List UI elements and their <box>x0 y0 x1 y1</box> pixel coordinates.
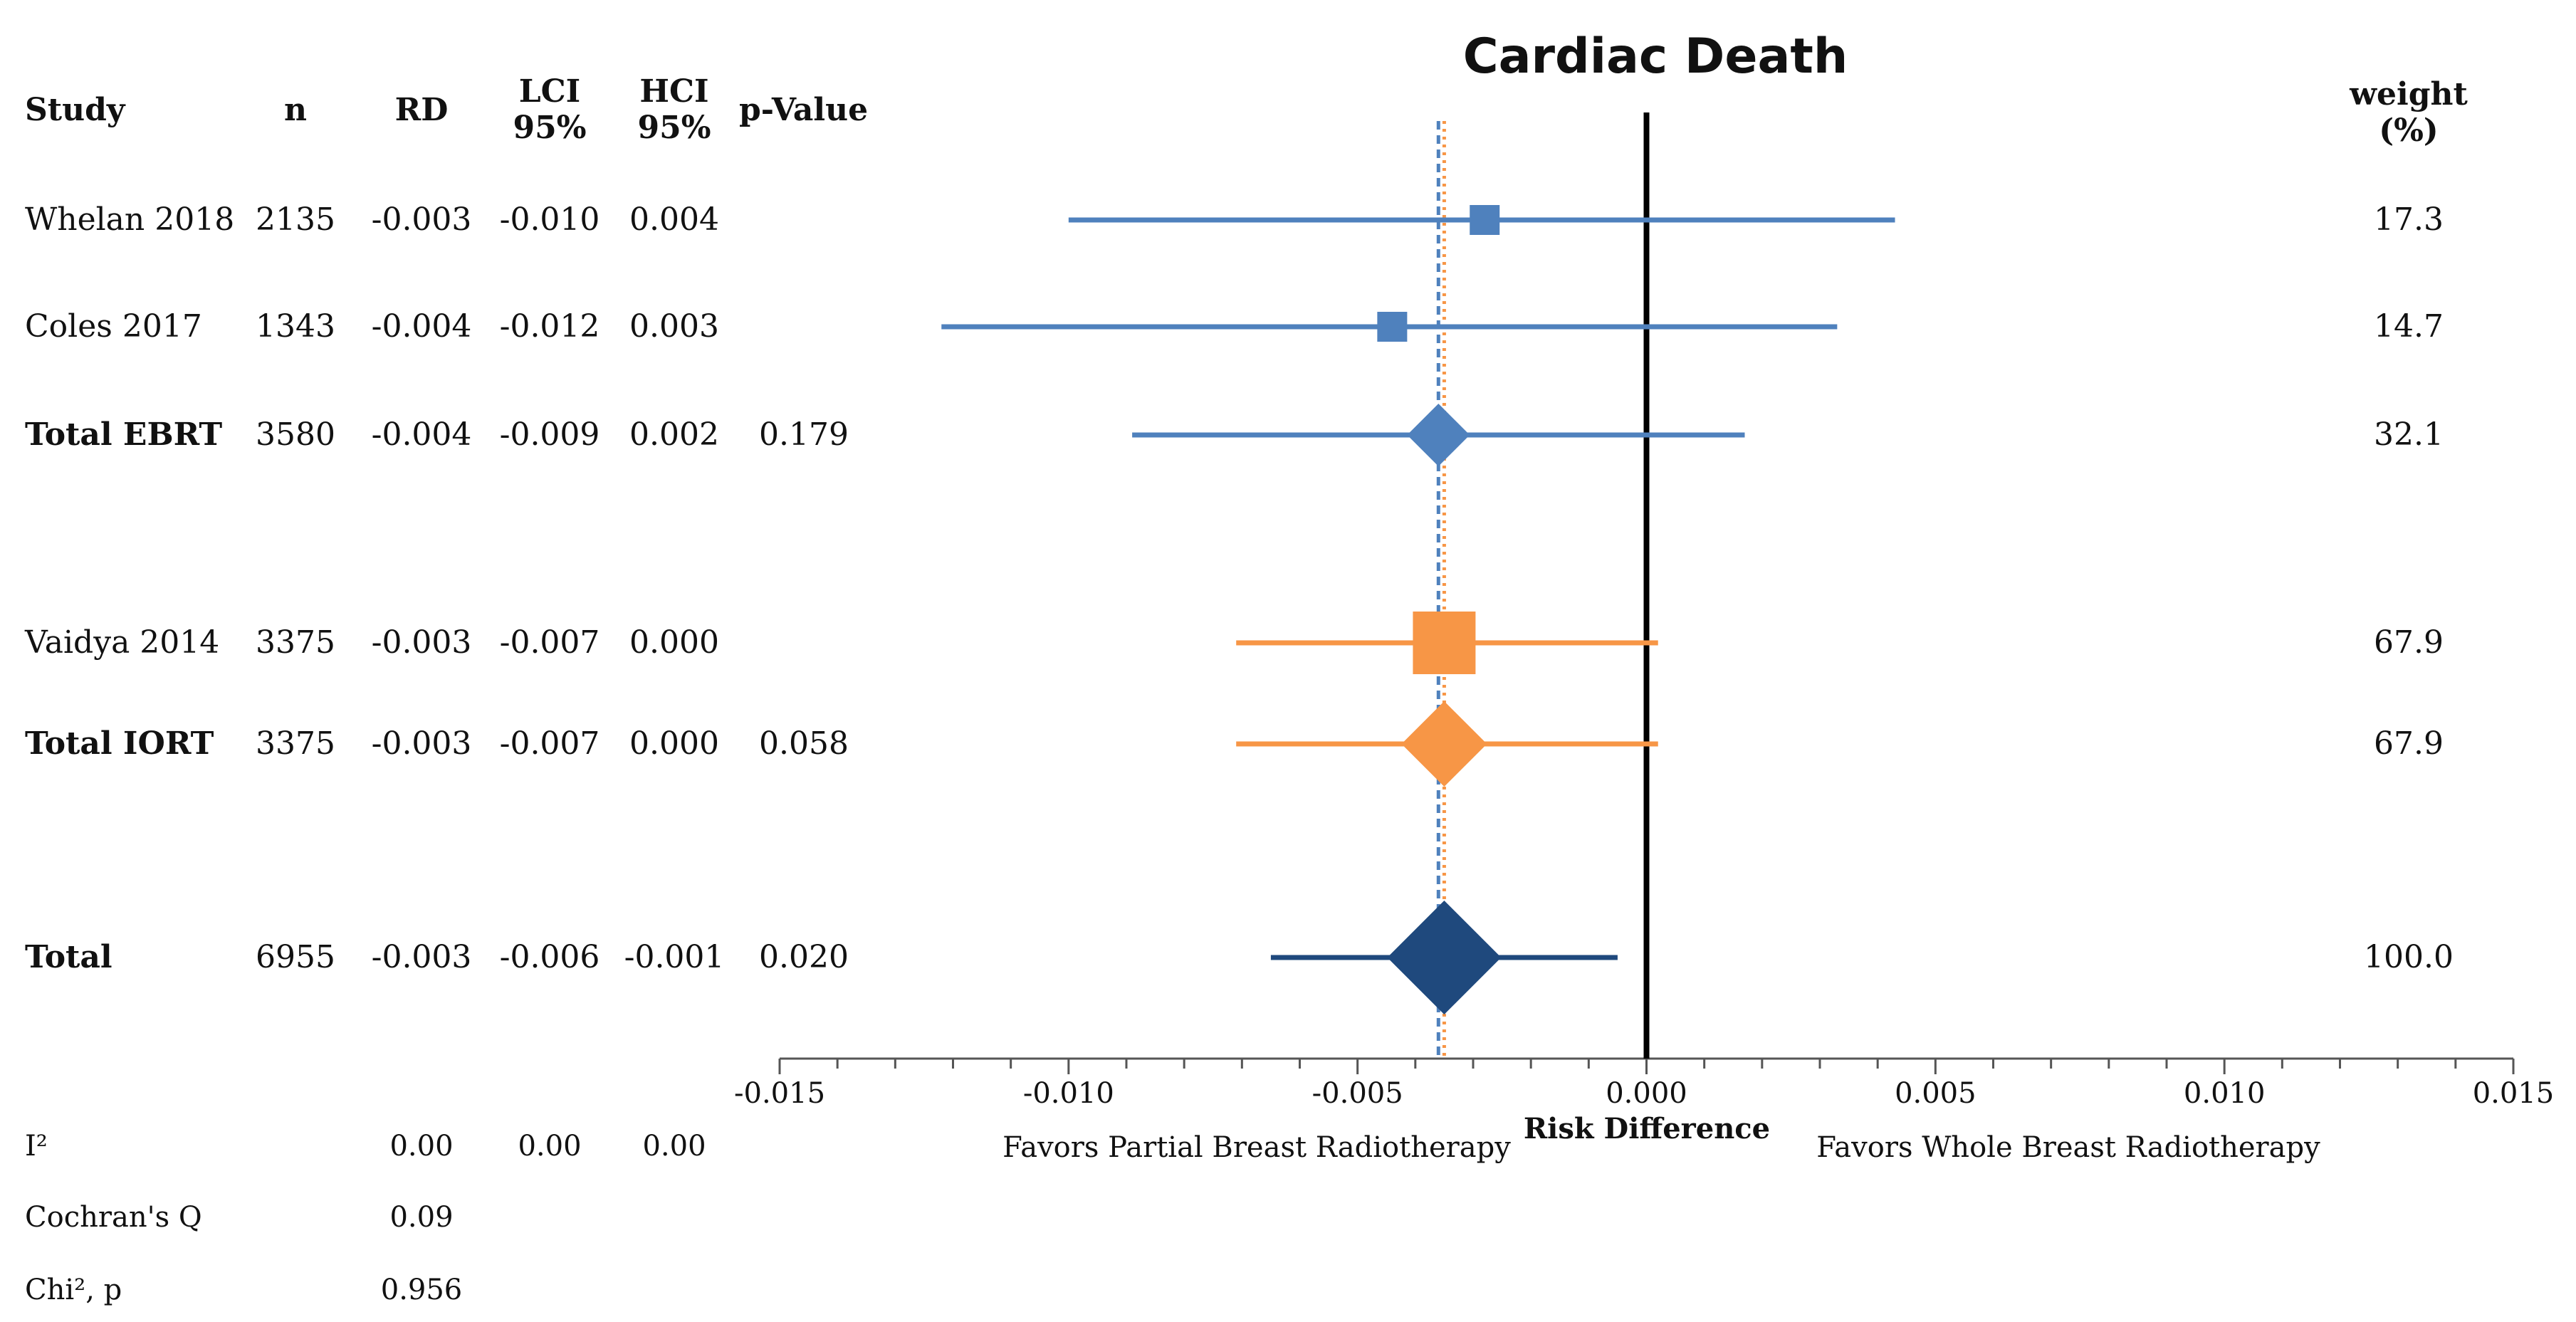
x-axis-label: Risk Difference <box>1523 1112 1771 1145</box>
row-rd-total-iort: -0.003 <box>371 725 472 762</box>
favors-whole-label: Favors Whole Breast Radiotherapy <box>1816 1131 2320 1164</box>
i2-value-hci: 0.00 <box>642 1130 706 1163</box>
point-estimate-whelan-2018 <box>1470 205 1500 235</box>
row-hci-whelan: 0.004 <box>629 201 719 238</box>
row-study-total-ebrt: Total EBRT <box>25 416 223 453</box>
x-tick-label: -0.010 <box>1023 1077 1114 1110</box>
i2-value-lci: 0.00 <box>518 1130 582 1163</box>
row-p-total-ebrt: 0.179 <box>759 416 849 453</box>
row-lci-total: -0.006 <box>499 939 600 975</box>
row-study-coles: Coles 2017 <box>25 308 202 345</box>
x-tick-label: 0.010 <box>2184 1077 2266 1110</box>
row-n-vaidya: 3375 <box>256 624 335 661</box>
row-hci-total-iort: 0.000 <box>629 725 719 762</box>
row-lci-whelan: -0.010 <box>499 201 600 238</box>
row-rd-whelan: -0.003 <box>371 201 472 238</box>
row-weight-coles: 14.7 <box>2374 308 2444 345</box>
row-n-whelan: 2135 <box>256 201 335 238</box>
row-weight-whelan: 17.3 <box>2374 201 2444 238</box>
row-study-total-iort: Total IORT <box>25 725 214 762</box>
header-hci: HCI 95% <box>637 73 711 146</box>
header-weight: weight (%) <box>2350 76 2468 149</box>
row-rd-coles: -0.004 <box>371 308 472 345</box>
row-hci-total-ebrt: 0.002 <box>629 416 719 453</box>
row-weight-total-iort: 67.9 <box>2374 725 2444 762</box>
row-weight-total-ebrt: 32.1 <box>2374 416 2444 453</box>
row-hci-vaidya: 0.000 <box>629 624 719 661</box>
point-estimate-coles-2017 <box>1377 312 1408 342</box>
row-n-total: 6955 <box>256 939 335 975</box>
row-study-vaidya: Vaidya 2014 <box>25 624 220 661</box>
diamond-total-iort <box>1401 701 1487 787</box>
row-p-total-iort: 0.058 <box>759 725 849 762</box>
header-lci: LCI 95% <box>513 73 587 146</box>
header-p-value: p-Value <box>739 92 869 128</box>
x-tick-label: 0.000 <box>1606 1077 1687 1110</box>
chart-title: Cardiac Death <box>1462 28 1848 85</box>
row-n-coles: 1343 <box>256 308 335 345</box>
header-rd: RD <box>394 92 449 128</box>
chi-p-label: Chi², p <box>25 1274 122 1306</box>
row-hci-coles: 0.003 <box>629 308 719 345</box>
x-tick-label: 0.015 <box>2473 1077 2555 1110</box>
i2-label: I² <box>25 1130 48 1163</box>
row-rd-total-ebrt: -0.004 <box>371 416 472 453</box>
x-tick-label: 0.005 <box>1895 1077 1976 1110</box>
row-lci-total-ebrt: -0.009 <box>499 416 600 453</box>
x-tick-label: -0.005 <box>1312 1077 1403 1110</box>
row-study-total: Total <box>25 939 112 975</box>
row-rd-vaidya: -0.003 <box>371 624 472 661</box>
row-n-total-iort: 3375 <box>256 725 335 762</box>
row-n-total-ebrt: 3580 <box>256 416 335 453</box>
row-weight-total: 100.0 <box>2364 939 2454 975</box>
favors-partial-label: Favors Partial Breast Radiotherapy <box>1002 1131 1511 1164</box>
diamond-total-ebrt <box>1407 404 1470 466</box>
x-tick-label: -0.015 <box>734 1077 825 1110</box>
chi-p-value: 0.956 <box>380 1274 463 1306</box>
row-p-total: 0.020 <box>759 939 849 975</box>
row-rd-total: -0.003 <box>371 939 472 975</box>
row-lci-coles: -0.012 <box>499 308 600 345</box>
header-study: Study <box>25 92 125 128</box>
point-estimate-vaidya-2014 <box>1413 612 1476 674</box>
row-hci-total: -0.001 <box>624 939 725 975</box>
i2-value-rd: 0.00 <box>389 1130 454 1163</box>
cochran-q-value: 0.09 <box>389 1201 454 1234</box>
row-study-whelan: Whelan 2018 <box>25 201 235 238</box>
cochran-q-label: Cochran's Q <box>25 1201 202 1234</box>
row-weight-vaidya: 67.9 <box>2374 624 2444 661</box>
diamond-total <box>1387 901 1502 1014</box>
header-n: n <box>284 92 307 128</box>
row-lci-vaidya: -0.007 <box>499 624 600 661</box>
row-lci-total-iort: -0.007 <box>499 725 600 762</box>
